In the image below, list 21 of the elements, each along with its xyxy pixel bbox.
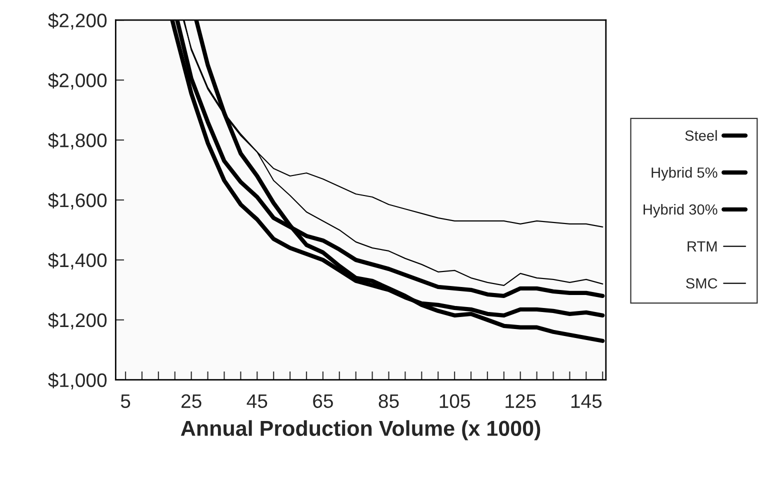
legend-label: RTM [688,241,717,252]
x-axis-title: Annual Production Volume (x 1000) [180,420,540,440]
y-tick-label: $2,200 [48,12,107,30]
x-tick-label: 5 [120,394,130,408]
legend-label: Steel [685,130,717,141]
x-tick-label: 125 [506,394,536,408]
y-tick-label: $1,800 [48,132,107,150]
y-tick-label: $1,600 [48,192,107,210]
x-tick-label: 65 [313,394,333,408]
x-tick-label: 45 [246,394,268,408]
legend-label: Hybrid 30% [644,204,718,218]
legend-label: SMC [686,278,718,289]
x-tick-label: 145 [571,394,602,408]
x-tick-label: 85 [378,394,399,408]
legend-label: Hybrid 5% [652,167,718,181]
y-tick-label: $1,200 [48,312,107,330]
y-tick-label: $1,000 [48,372,107,390]
y-tick-label: $2,000 [48,72,107,90]
x-tick-label: 25 [182,394,202,408]
x-tick-label: 105 [440,394,470,408]
y-tick-label: $1,400 [48,252,107,270]
